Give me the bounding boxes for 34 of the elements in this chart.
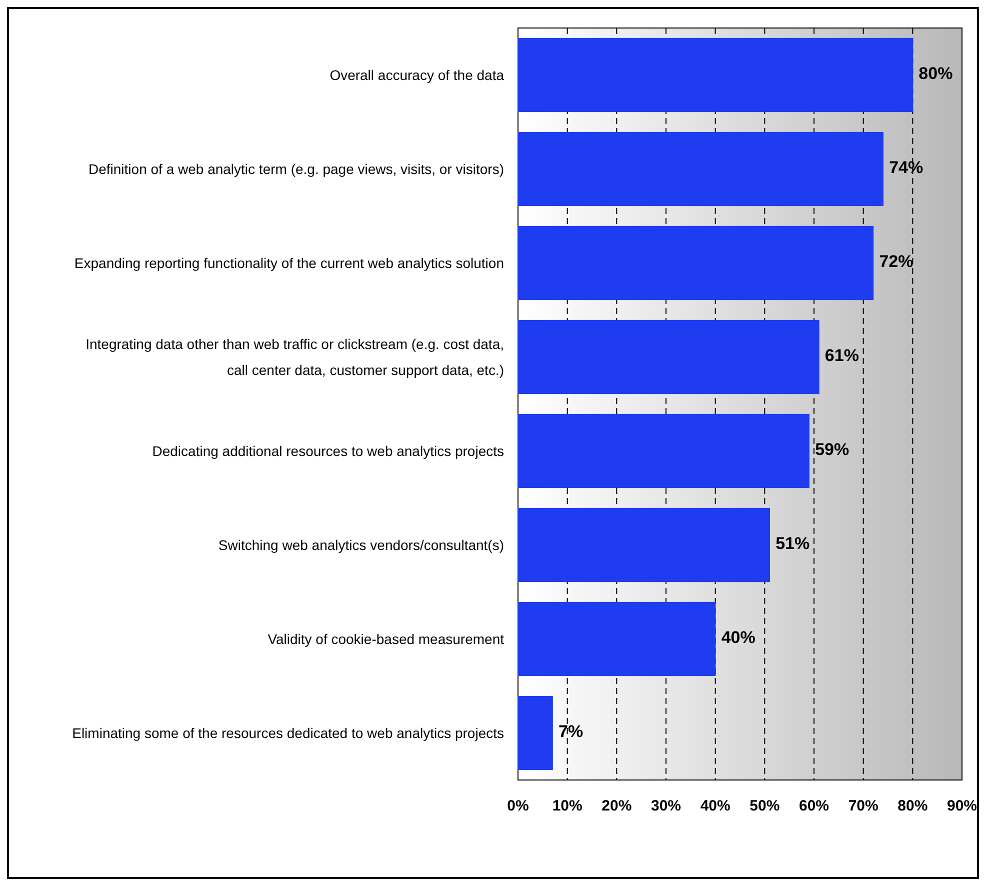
- y-tick-label: Dedicating additional resources to web analytics projects: [152, 443, 504, 459]
- data-label: 40%: [721, 628, 756, 647]
- data-label: 7%: [558, 722, 584, 741]
- y-tick-label: Definition of a web analytic term (e.g. page views, visits, or visitors): [88, 161, 504, 177]
- bar: [518, 414, 810, 488]
- x-tick-label: 0%: [507, 798, 529, 815]
- y-tick-label: Integrating data other than web traffic or clickstream (e.g. cost data, call center data, customer support data, etc.): [86, 336, 504, 378]
- bar: [518, 696, 553, 770]
- bar: [518, 320, 820, 394]
- x-tick-label: 20%: [602, 798, 632, 815]
- y-tick-label: Switching web analytics vendors/consultant(s): [218, 537, 504, 553]
- x-tick-label: 10%: [552, 798, 582, 815]
- x-tick-label: 90%: [946, 798, 978, 815]
- data-label: 61%: [824, 346, 859, 365]
- y-tick-label: Eliminating some of the resources dedicated to web analytics projects: [72, 725, 504, 741]
- data-label: 72%: [879, 252, 914, 271]
- bar: [518, 226, 874, 300]
- y-tick-label: Overall accuracy of the data: [330, 67, 504, 83]
- x-tick-label: 50%: [750, 798, 780, 815]
- x-tick-label: 80%: [898, 798, 928, 815]
- x-tick-label: 30%: [650, 798, 682, 815]
- data-label: 59%: [815, 440, 850, 459]
- data-label: 51%: [776, 534, 810, 553]
- x-tick-label: 60%: [798, 798, 830, 815]
- bar: [518, 132, 884, 206]
- bar: [518, 508, 770, 582]
- x-tick-label: 40%: [700, 798, 730, 815]
- y-tick-label: Expanding reporting functionality of the current web analytics solution: [74, 255, 504, 271]
- y-tick-label: Validity of cookie-based measurement: [268, 631, 504, 647]
- x-tick-label: 70%: [848, 798, 878, 815]
- data-label: 80%: [918, 64, 953, 83]
- bar: [518, 38, 914, 112]
- data-label: 74%: [889, 158, 924, 177]
- bar: [518, 602, 716, 676]
